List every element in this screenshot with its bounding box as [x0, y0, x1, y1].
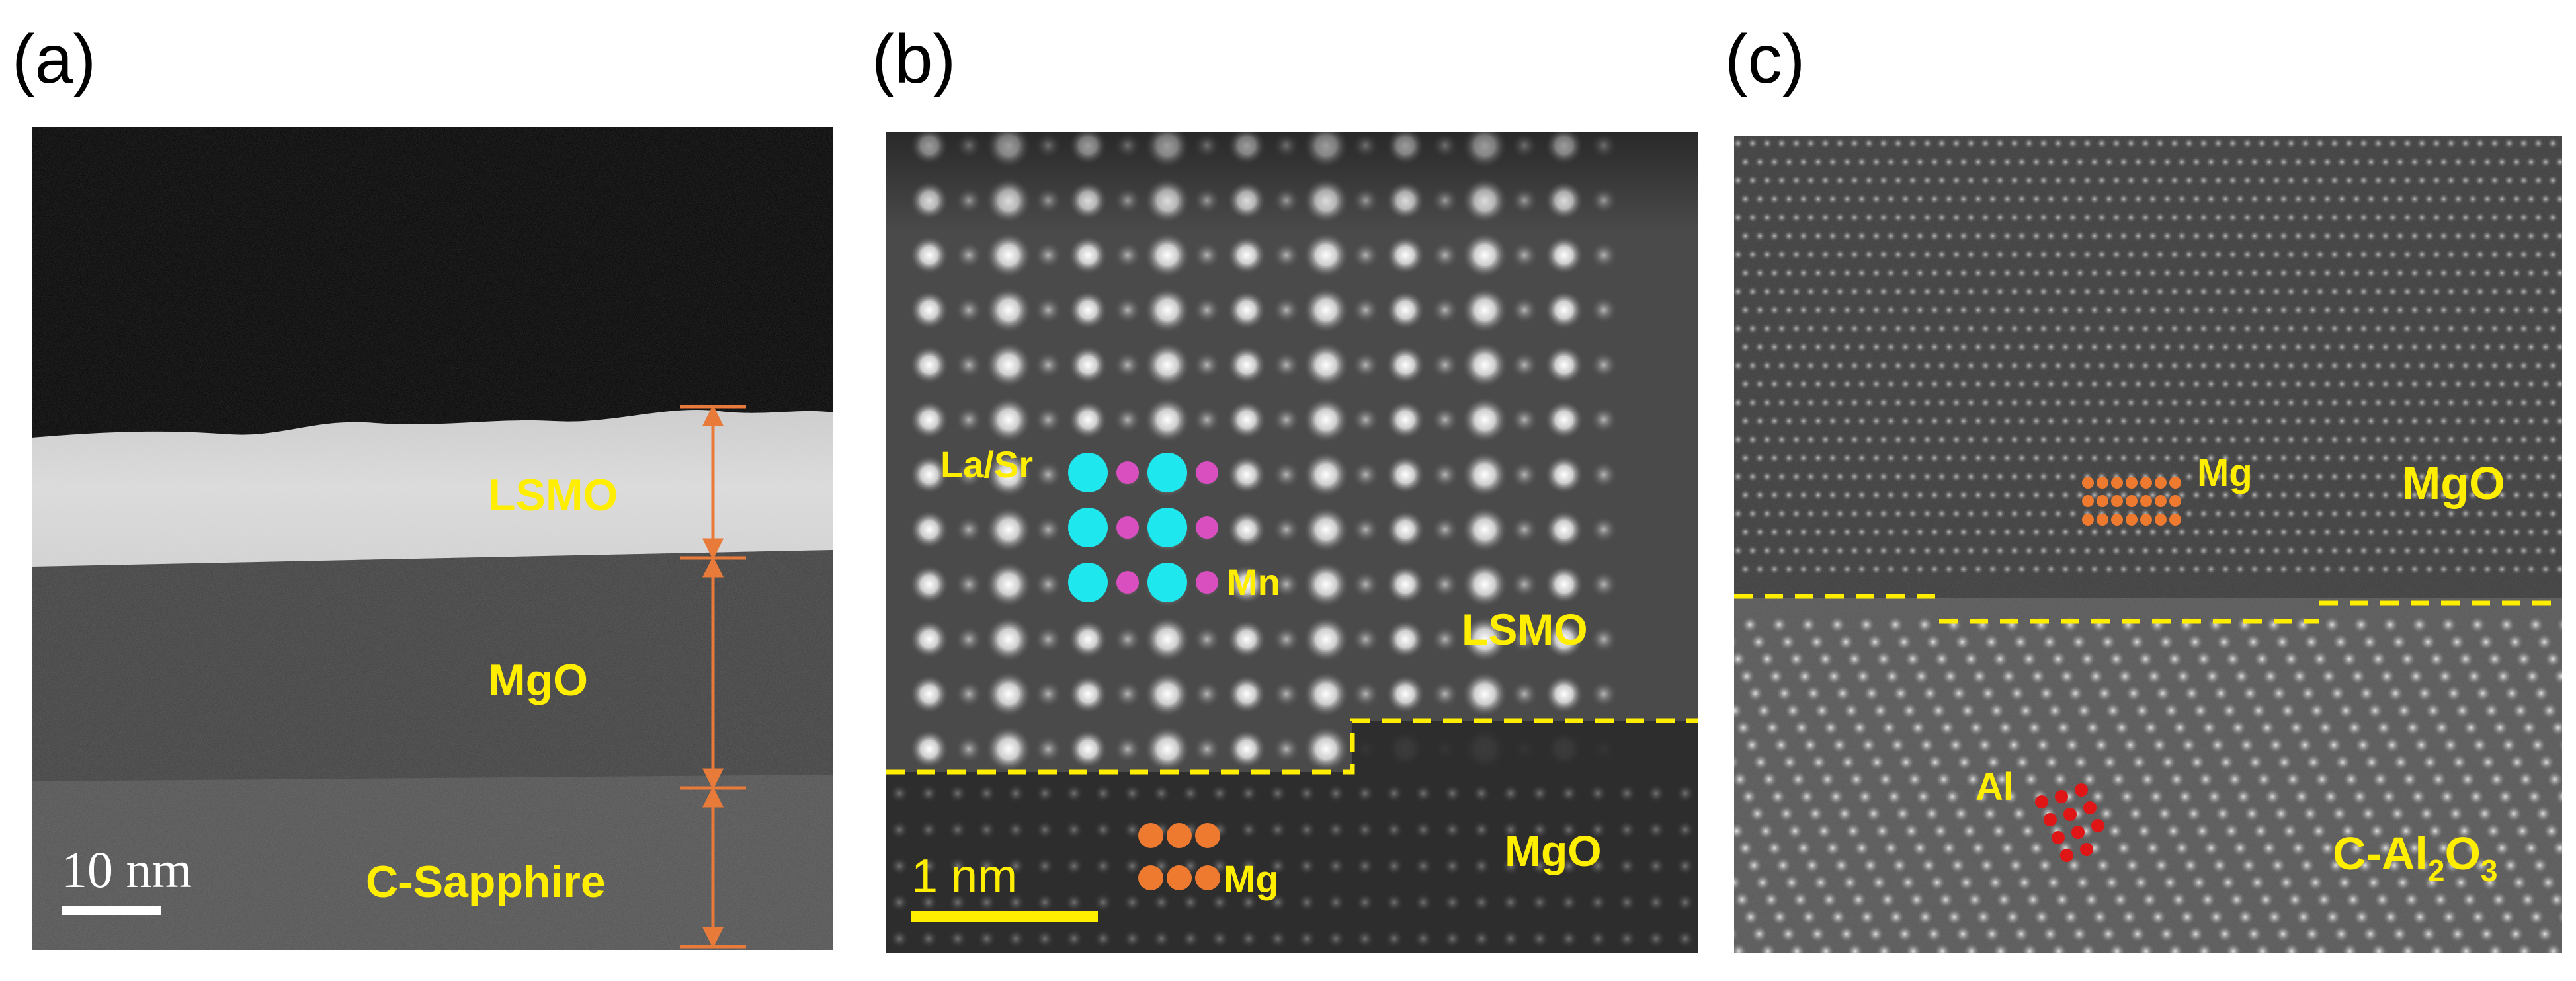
label-mg-c: Mg: [2197, 451, 2253, 494]
mg-atom: [2169, 514, 2181, 526]
al-atom: [2044, 813, 2057, 826]
scale-label-b: 1 nm: [911, 850, 1017, 903]
al-atom: [2083, 801, 2097, 814]
al-atom: [2080, 843, 2093, 856]
al-atom: [2075, 783, 2088, 797]
al-atom: [2063, 808, 2077, 821]
scale-bar-b: [911, 911, 1098, 922]
panel-a-image: LSMO MgO C-Sapphire 10 nm: [32, 127, 833, 950]
mg-atom: [2126, 477, 2138, 489]
mn-atoms: [1116, 461, 1218, 594]
interface-line-b: [886, 718, 1698, 775]
label-al: Al: [1975, 765, 2014, 808]
al-atoms: [2035, 783, 2104, 862]
mg-atom: [2082, 514, 2094, 526]
mg-atom: [2111, 477, 2123, 489]
label-al2o3: C-Al2O3: [2333, 828, 2498, 888]
mg-atom: [2111, 495, 2123, 507]
thickness-arrows: [680, 405, 746, 949]
label-sapphire-a: C-Sapphire: [366, 857, 606, 907]
al-atom: [2071, 826, 2085, 839]
mg-atom: [2155, 514, 2167, 526]
mg-atom: [2155, 495, 2167, 507]
panel-b: La/Sr Mn Mg LSMO MgO 1 nm: [886, 132, 1698, 953]
label-lsmo-a: LSMO: [488, 470, 618, 520]
al-atom: [2091, 819, 2104, 832]
mg-atoms-c: [2082, 477, 2181, 526]
label-lsmo-b: LSMO: [1462, 605, 1588, 654]
label-mg-b: Mg: [1224, 858, 1279, 901]
panel-a-tag: (a): [12, 21, 97, 98]
interface-line-c: [1734, 594, 2562, 624]
mg-atom: [2169, 495, 2181, 507]
al-atom: [2060, 849, 2073, 862]
mg-atom: [2155, 477, 2167, 489]
mg-atoms-b: [1138, 823, 1220, 890]
label-mgo-b: MgO: [1505, 826, 1602, 875]
al-atom: [2055, 790, 2068, 803]
mg-atom: [2140, 514, 2152, 526]
panel-c: Mg MgO Al C-Al2O3: [1734, 136, 2562, 953]
scale-label-a: 10 nm: [62, 841, 192, 898]
mg-atom: [2140, 495, 2152, 507]
panel-b-image: La/Sr Mn Mg LSMO MgO 1 nm: [886, 132, 1698, 953]
mg-atom: [2082, 477, 2094, 489]
mg-atom: [2126, 514, 2138, 526]
mg-atom: [2097, 514, 2108, 526]
mg-atom: [2082, 495, 2094, 507]
al-atom: [2052, 831, 2065, 844]
mg-atom: [2140, 477, 2152, 489]
label-la-sr: La/Sr: [940, 444, 1033, 485]
label-mgo-a: MgO: [488, 655, 588, 705]
panel-c-tag: (c): [1725, 21, 1806, 98]
mg-atom: [2097, 495, 2108, 507]
label-mgo-c: MgO: [2402, 457, 2505, 509]
panel-b-tag: (b): [872, 21, 956, 98]
al-atom: [2035, 795, 2048, 808]
mg-atom: [2111, 514, 2123, 526]
label-mn: Mn: [1227, 561, 1280, 603]
panel-a: LSMO MgO C-Sapphire 10 nm: [32, 127, 833, 950]
scale-bar-a: [62, 906, 161, 915]
mg-atom: [2097, 477, 2108, 489]
mg-atom: [2169, 477, 2181, 489]
la-sr-atoms: [1068, 453, 1187, 602]
panel-c-image: Mg MgO Al C-Al2O3: [1734, 136, 2562, 953]
mg-atom: [2126, 495, 2138, 507]
